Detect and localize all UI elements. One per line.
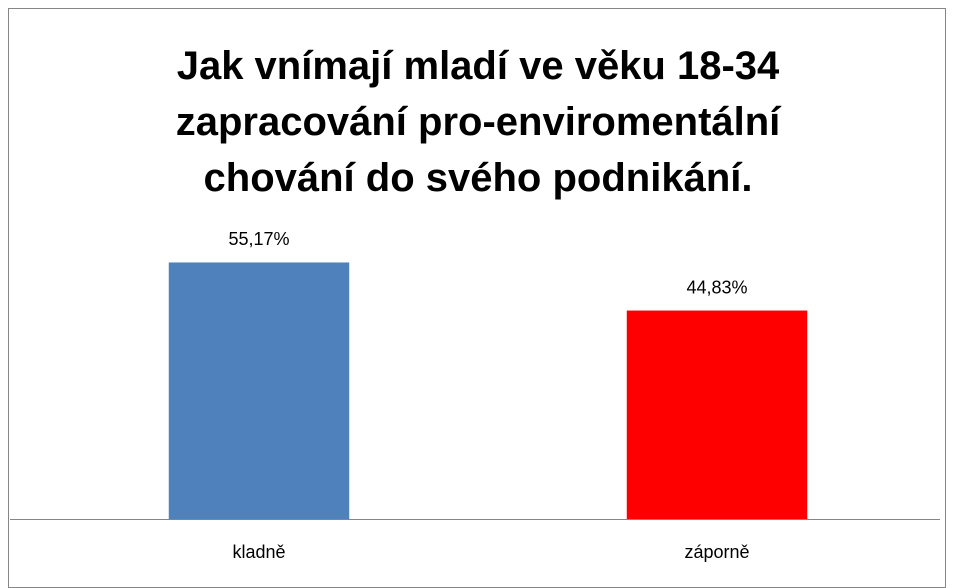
x-tick-label: kladně: [232, 542, 285, 562]
bar: [626, 310, 808, 519]
bar: [168, 262, 350, 519]
value-label: 55,17%: [228, 229, 289, 249]
x-tick-label: záporně: [684, 542, 749, 562]
chart-title: Jak vnímají mladí ve věku 18-34 zapracov…: [175, 44, 781, 200]
value-label: 44,83%: [686, 277, 747, 297]
